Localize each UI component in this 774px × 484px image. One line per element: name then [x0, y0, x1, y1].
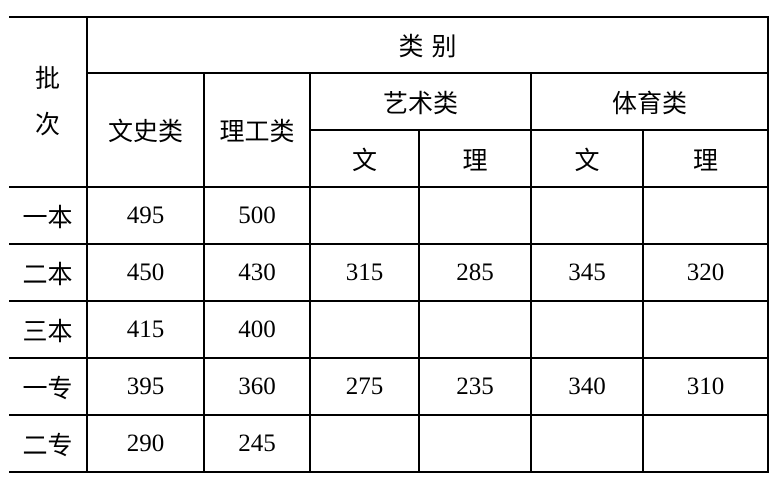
score-cell [418, 300, 532, 359]
score-cell [418, 414, 532, 473]
score-cell: 245 [203, 414, 311, 473]
score-cell [530, 300, 644, 359]
sports-li-header: 理 [642, 129, 769, 188]
category-header: 类 别 [86, 16, 769, 74]
table-row: 一专 395 360 275 235 340 310 [9, 357, 769, 416]
score-cell: 340 [530, 357, 644, 416]
score-cell: 495 [86, 186, 205, 245]
score-cell: 500 [203, 186, 311, 245]
wenshi-header: 文史类 [86, 72, 205, 188]
score-cell: 450 [86, 243, 205, 302]
batch-cell: 二本 [9, 243, 88, 302]
table-row: 二本 450 430 315 285 345 320 [9, 243, 769, 302]
batch-header-text: 批次 [9, 56, 86, 148]
art-header: 艺术类 [309, 72, 532, 131]
score-cell [309, 186, 420, 245]
table-row: 一本 495 500 [9, 186, 769, 245]
score-cell [642, 186, 769, 245]
score-cell: 320 [642, 243, 769, 302]
score-cell [530, 414, 644, 473]
score-cell [309, 300, 420, 359]
batch-label: 批次 [34, 64, 60, 139]
batch-cell: 三本 [9, 300, 88, 359]
score-cell: 400 [203, 300, 311, 359]
score-cell [642, 414, 769, 473]
score-cell: 415 [86, 300, 205, 359]
score-cell: 395 [86, 357, 205, 416]
score-cell [530, 186, 644, 245]
score-cell: 290 [86, 414, 205, 473]
batch-cell: 一本 [9, 186, 88, 245]
score-cell [418, 186, 532, 245]
score-cell: 275 [309, 357, 420, 416]
score-cell: 360 [203, 357, 311, 416]
score-cell: 430 [203, 243, 311, 302]
score-cell: 310 [642, 357, 769, 416]
batch-header: 批次 [9, 16, 88, 188]
score-cell: 235 [418, 357, 532, 416]
score-cell [642, 300, 769, 359]
score-cell: 345 [530, 243, 644, 302]
art-wen-header: 文 [309, 129, 420, 188]
score-cell [309, 414, 420, 473]
ligong-header: 理工类 [203, 72, 311, 188]
batch-cell: 一专 [9, 357, 88, 416]
score-cell: 285 [418, 243, 532, 302]
score-cell: 315 [309, 243, 420, 302]
art-li-header: 理 [418, 129, 532, 188]
score-table: 批次 类 别 文史类 理工类 艺术类 体育类 文 理 文 理 一本 495 500 二… [9, 16, 769, 473]
batch-cell: 二专 [9, 414, 88, 473]
sports-header: 体育类 [530, 72, 769, 131]
sports-wen-header: 文 [530, 129, 644, 188]
table-row: 三本 415 400 [9, 300, 769, 359]
table-row: 二专 290 245 [9, 414, 769, 473]
